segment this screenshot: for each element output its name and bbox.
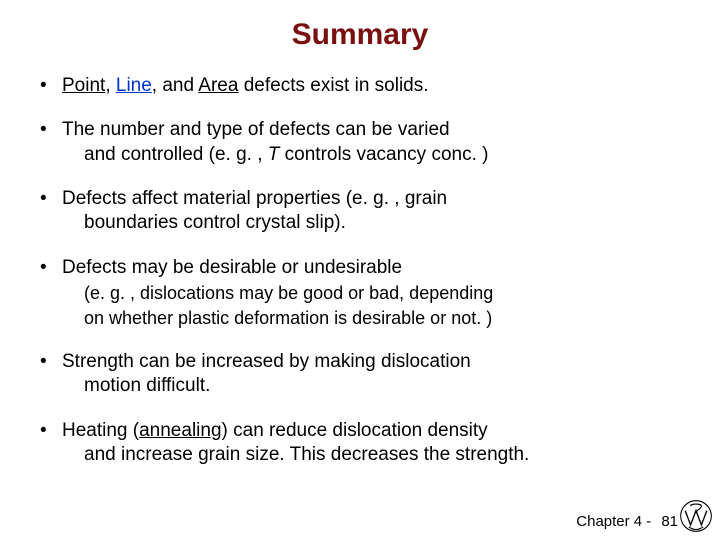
text-run: Heating ( [62,420,139,441]
text-run: Line [116,75,152,96]
text-run: , and [152,75,199,96]
text-run: motion difficult. [84,375,210,396]
text-run: and increase grain size. This decreases … [84,444,529,465]
bullet-line: Defects affect material properties (e. g… [62,188,447,209]
text-run: The number and type of defects can be va… [62,119,450,140]
text-run: defects exist in solids. [238,75,428,96]
bullet-subtext: on whether plastic deformation is desira… [62,307,680,330]
text-run: boundaries control crystal slip). [84,212,346,233]
text-run: Defects may be desirable or undesirable [62,257,402,278]
bullet-continuation: motion difficult. [62,374,680,398]
bullet-continuation: boundaries control crystal slip). [62,211,680,235]
text-run: Area [198,75,238,96]
chapter-label: Chapter 4 - [576,513,651,530]
text-run: Strength can be increased by making disl… [62,351,471,372]
bullet-item: Heating (annealing) can reduce dislocati… [40,419,680,468]
bullet-line: Defects may be desirable or undesirable [62,257,402,278]
text-run: controls vacancy conc. ) [279,144,488,165]
text-run: on whether plastic deformation is desira… [84,308,492,328]
page-number: 81 [661,513,678,530]
bullet-line: Point, Line, and Area defects exist in s… [62,75,429,96]
text-run: , [105,75,116,96]
text-run: Point [62,75,105,96]
text-run: ) can reduce dislocation density [222,420,488,441]
text-run: and controlled (e. g. , [84,144,268,165]
bullet-continuation: and increase grain size. This decreases … [62,443,680,467]
publisher-logo-icon [678,498,714,534]
slide: Summary Point, Line, and Area defects ex… [0,0,720,540]
text-run: T [268,144,280,165]
bullet-line: Strength can be increased by making disl… [62,351,471,372]
text-run: (e. g. , dislocations may be good or bad… [84,283,493,303]
bullet-item: Strength can be increased by making disl… [40,350,680,399]
bullet-line: Heating (annealing) can reduce dislocati… [62,420,488,441]
text-run: Defects affect material properties (e. g… [62,188,447,209]
slide-title: Summary [40,18,680,52]
bullet-list: Point, Line, and Area defects exist in s… [40,74,680,467]
bullet-line: The number and type of defects can be va… [62,119,450,140]
bullet-item: Point, Line, and Area defects exist in s… [40,74,680,98]
text-run: annealing [139,420,221,441]
bullet-continuation: and controlled (e. g. , T controls vacan… [62,143,680,167]
bullet-subtext: (e. g. , dislocations may be good or bad… [62,282,680,305]
slide-footer: Chapter 4 - 81 [576,513,678,530]
bullet-item: Defects affect material properties (e. g… [40,187,680,236]
bullet-item: Defects may be desirable or undesirable (… [40,256,680,330]
bullet-item: The number and type of defects can be va… [40,118,680,167]
